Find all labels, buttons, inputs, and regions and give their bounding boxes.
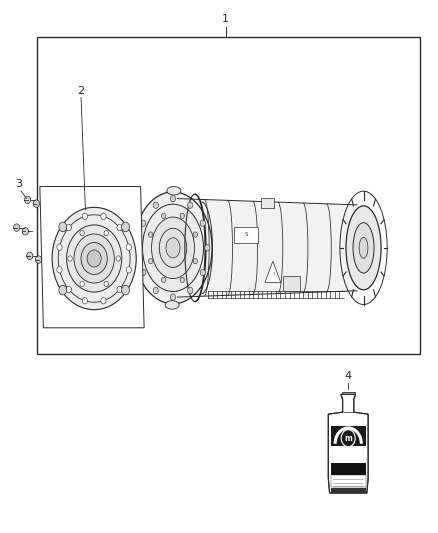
Text: 2: 2 (78, 86, 85, 95)
Bar (261, 198, 274, 207)
Circle shape (67, 225, 122, 292)
Text: !: ! (272, 272, 274, 277)
Ellipse shape (159, 228, 187, 268)
Circle shape (33, 200, 39, 207)
Text: 1: 1 (222, 14, 229, 23)
Circle shape (200, 220, 205, 227)
Circle shape (153, 202, 159, 208)
Circle shape (187, 287, 193, 294)
Ellipse shape (166, 238, 180, 258)
Circle shape (136, 245, 141, 251)
Circle shape (80, 230, 84, 236)
Circle shape (27, 252, 33, 260)
Circle shape (162, 277, 166, 282)
Bar (331, 463, 365, 475)
Circle shape (52, 207, 136, 310)
Polygon shape (177, 199, 357, 297)
Ellipse shape (359, 237, 368, 259)
Circle shape (148, 259, 153, 264)
Circle shape (170, 294, 176, 300)
Circle shape (81, 243, 107, 274)
Circle shape (122, 222, 130, 232)
Circle shape (101, 213, 106, 220)
Circle shape (193, 259, 198, 264)
Polygon shape (40, 187, 144, 328)
Circle shape (341, 430, 355, 447)
Bar (331, 488, 365, 493)
Circle shape (82, 213, 88, 220)
Ellipse shape (353, 223, 374, 273)
Circle shape (25, 196, 31, 204)
Polygon shape (265, 261, 281, 282)
Circle shape (126, 266, 131, 273)
Circle shape (82, 297, 88, 304)
Text: 3: 3 (15, 179, 22, 189)
Circle shape (205, 245, 210, 251)
Circle shape (187, 202, 193, 208)
Circle shape (14, 224, 20, 231)
Circle shape (66, 286, 71, 293)
Circle shape (153, 287, 159, 294)
Bar (342, 392, 355, 394)
Text: S: S (244, 232, 248, 237)
Ellipse shape (165, 301, 179, 309)
Circle shape (22, 228, 28, 235)
Circle shape (59, 222, 67, 232)
Polygon shape (328, 394, 368, 493)
Circle shape (117, 224, 122, 231)
Circle shape (35, 256, 42, 263)
Ellipse shape (142, 204, 204, 292)
Bar (283, 276, 300, 290)
Bar (331, 426, 365, 446)
Ellipse shape (152, 217, 194, 279)
Circle shape (148, 232, 153, 237)
Bar (37, 37, 420, 354)
Ellipse shape (346, 206, 381, 290)
Circle shape (180, 277, 184, 282)
Circle shape (162, 213, 166, 219)
Text: 4: 4 (345, 371, 352, 381)
Circle shape (141, 220, 146, 227)
Circle shape (68, 256, 72, 261)
Circle shape (141, 269, 146, 276)
Circle shape (126, 244, 131, 251)
Circle shape (104, 230, 109, 236)
Circle shape (122, 285, 130, 295)
Circle shape (57, 266, 62, 273)
Circle shape (180, 213, 184, 219)
Circle shape (170, 196, 176, 202)
Circle shape (66, 224, 71, 231)
Circle shape (200, 269, 205, 276)
Circle shape (80, 281, 84, 287)
Circle shape (74, 234, 114, 283)
Circle shape (117, 286, 122, 293)
Circle shape (101, 297, 106, 304)
Circle shape (87, 250, 101, 267)
Circle shape (57, 244, 62, 251)
Bar (332, 442, 365, 463)
Text: m: m (344, 434, 352, 443)
Bar (234, 227, 258, 243)
Ellipse shape (167, 187, 181, 195)
Circle shape (116, 256, 120, 261)
Circle shape (193, 232, 198, 237)
Circle shape (104, 281, 109, 287)
Bar (331, 475, 365, 487)
Circle shape (59, 285, 67, 295)
Ellipse shape (134, 192, 212, 304)
